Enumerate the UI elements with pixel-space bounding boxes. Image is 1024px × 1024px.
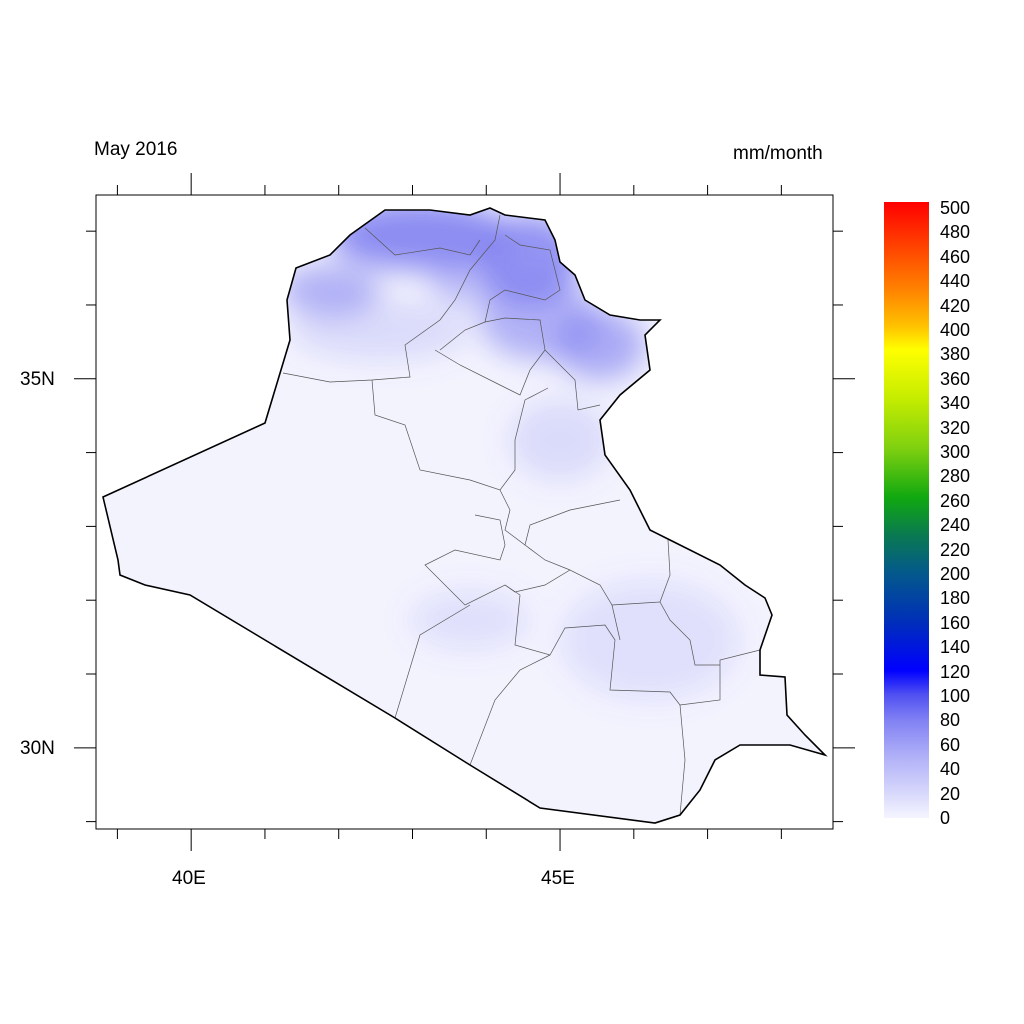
colorbar-label: 260 <box>940 490 971 511</box>
colorbar-label: 120 <box>940 661 971 682</box>
colorbar-label: 500 <box>940 198 971 218</box>
colorbar-label: 60 <box>940 734 961 755</box>
colorbar-label: 140 <box>940 637 971 658</box>
colorbar-label: 480 <box>940 222 971 243</box>
colorbar-label: 80 <box>940 710 961 731</box>
y-tick-label-30n: 30N <box>20 738 55 759</box>
y-tick-label-35n: 35N <box>20 369 55 390</box>
precip-blob <box>560 580 740 700</box>
colorbar-label: 300 <box>940 442 971 462</box>
units-label: mm/month <box>733 143 823 164</box>
x-tick-label-45e: 45E <box>541 868 575 889</box>
colorbar-label: 280 <box>940 466 971 487</box>
colorbar-label: 400 <box>940 320 971 340</box>
province-boundaries <box>282 214 761 816</box>
axis-ticks <box>74 173 855 851</box>
x-tick-label-40e: 40E <box>172 868 206 889</box>
colorbar-label: 320 <box>940 417 971 438</box>
colorbar-label: 380 <box>940 344 971 365</box>
colorbar-label: 440 <box>940 271 971 292</box>
colorbar-label: 180 <box>940 588 971 609</box>
colorbar <box>884 202 929 818</box>
precip-blob <box>510 400 610 480</box>
colorbar-label: 240 <box>940 515 971 536</box>
map-title: May 2016 <box>94 139 178 160</box>
map-frame <box>95 194 834 830</box>
colorbar-label: 220 <box>940 539 971 560</box>
colorbar-label: 200 <box>940 564 971 584</box>
colorbar-label: 160 <box>940 612 971 633</box>
colorbar-label: 360 <box>940 368 971 389</box>
colorbar-label: 420 <box>940 295 971 316</box>
colorbar-label: 20 <box>940 783 961 804</box>
precipitation-field <box>103 208 825 823</box>
precip-blob <box>430 255 510 305</box>
colorbar-label: 0 <box>940 808 951 828</box>
colorbar-label: 40 <box>940 759 961 780</box>
country-border <box>102 207 828 824</box>
colorbar-label: 100 <box>940 686 971 706</box>
precip-blob <box>290 300 470 360</box>
colorbar-label: 460 <box>940 246 971 267</box>
precip-blob <box>410 590 530 650</box>
colorbar-label: 340 <box>940 393 971 414</box>
